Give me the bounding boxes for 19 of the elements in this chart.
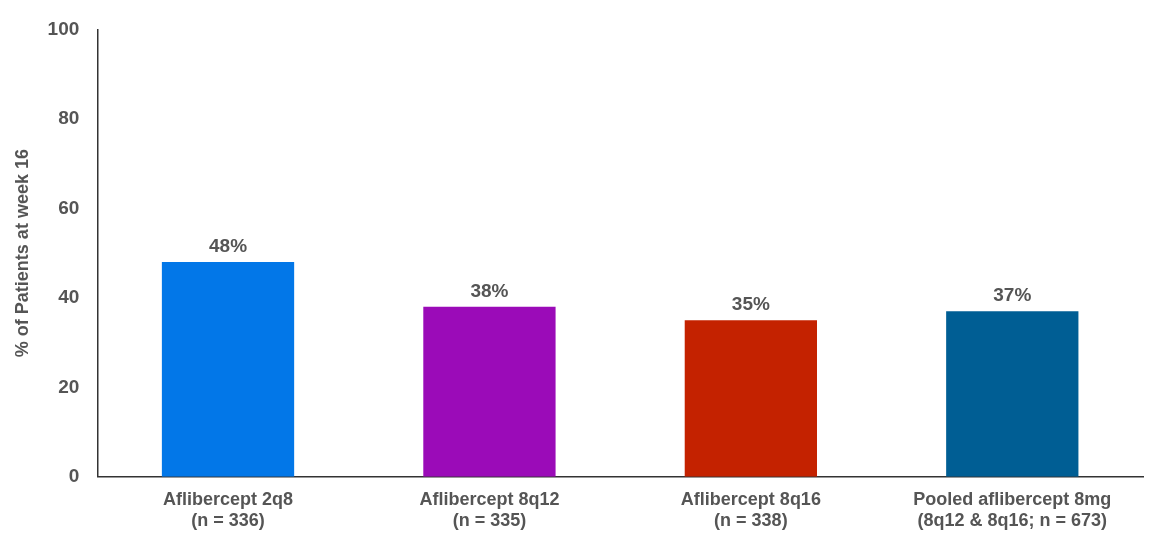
x-tick-label: Aflibercept 8q12 (n = 335) bbox=[419, 488, 560, 531]
bar bbox=[684, 320, 817, 477]
x-tick-label: Pooled aflibercept 8mg (8q12 & 8q16; n = 673) bbox=[913, 488, 1112, 531]
y-tick-label: 100 bbox=[47, 17, 80, 39]
data-label: 48% bbox=[209, 234, 248, 256]
y-tick-label: 20 bbox=[58, 375, 80, 397]
x-tick-label: Aflibercept 8q16 (n = 338) bbox=[680, 488, 821, 531]
data-label: 38% bbox=[470, 279, 509, 301]
y-tick-label: 60 bbox=[58, 196, 80, 218]
bar bbox=[423, 306, 556, 477]
y-tick-label: 80 bbox=[58, 107, 80, 129]
bar bbox=[946, 311, 1079, 477]
bar bbox=[161, 262, 295, 477]
y-tick-label: 0 bbox=[68, 465, 80, 487]
y-tick-label: 40 bbox=[58, 286, 80, 308]
x-tick-label: Aflibercept 2q8 (n = 336) bbox=[162, 488, 294, 531]
data-label: 35% bbox=[731, 292, 770, 314]
y-axis-title: % of Patients at week 16 bbox=[11, 149, 32, 358]
data-label: 37% bbox=[993, 284, 1032, 305]
